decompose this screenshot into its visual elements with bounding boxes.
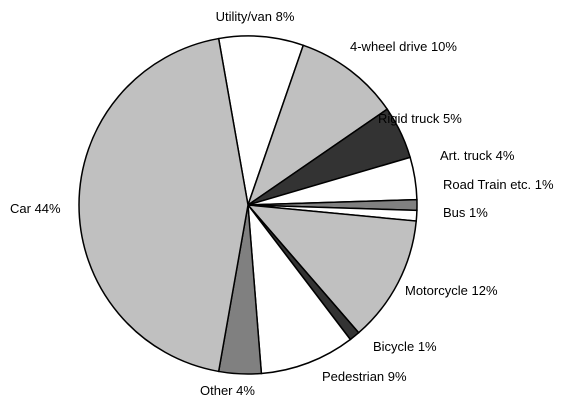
slice-label: Road Train etc. 1% — [443, 177, 554, 192]
value-label: 8% — [276, 9, 295, 24]
category-label: Motorcycle — [405, 283, 468, 298]
slice-label: 4-wheel drive 10% — [350, 39, 457, 54]
pie-slice — [78, 37, 249, 373]
category-label: Pedestrian — [322, 369, 384, 384]
value-label: 4% — [236, 383, 255, 398]
slice-label: Other 4% — [200, 383, 255, 398]
value-label: 1% — [535, 177, 554, 192]
pie-slice — [246, 204, 418, 334]
value-label: 1% — [469, 205, 488, 220]
category-label: Road Train etc. — [443, 177, 531, 192]
category-label: Art. truck — [440, 148, 493, 163]
value-label: 4% — [496, 148, 515, 163]
category-label: Bus — [443, 205, 466, 220]
category-label: 4-wheel drive — [350, 39, 427, 54]
pie-slice — [247, 202, 352, 375]
slice-label: Rigid truck 5% — [378, 111, 462, 126]
slice-label: Car 44% — [10, 201, 61, 216]
value-label: 9% — [388, 369, 407, 384]
value-label: 44% — [35, 201, 61, 216]
slice-label: Bus 1% — [443, 205, 488, 220]
value-label: 10% — [431, 39, 457, 54]
category-label: Car — [10, 201, 32, 216]
category-label: Other — [200, 383, 233, 398]
slice-label: Motorcycle 12% — [405, 283, 498, 298]
slice-label: Bicycle 1% — [373, 339, 437, 354]
value-label: 1% — [418, 339, 437, 354]
category-label: Rigid truck — [378, 111, 440, 126]
value-label: 12% — [471, 283, 497, 298]
pie-slice — [246, 44, 389, 207]
slice-label: Utility/van 8% — [216, 9, 295, 24]
category-label: Utility/van — [216, 9, 272, 24]
slice-label: Pedestrian 9% — [322, 369, 407, 384]
category-label: Bicycle — [373, 339, 414, 354]
slice-label: Art. truck 4% — [440, 148, 515, 163]
value-label: 5% — [443, 111, 462, 126]
